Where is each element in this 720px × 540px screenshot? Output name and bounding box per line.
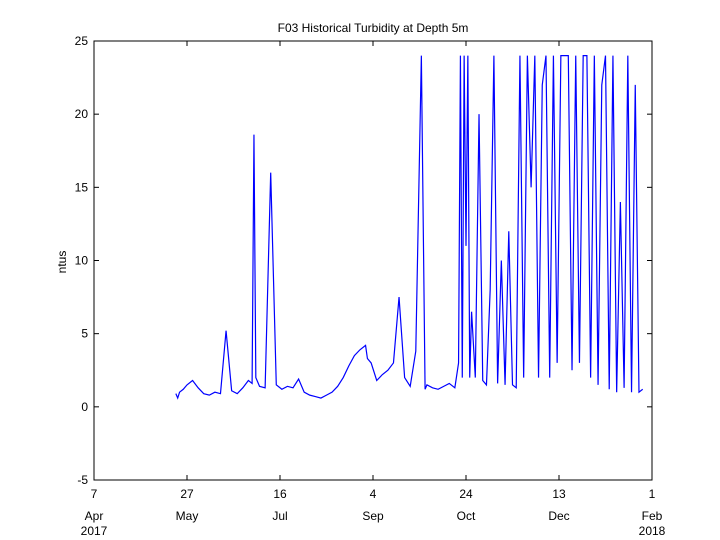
y-tick-label: 0 (81, 400, 88, 414)
y-tick-label: 20 (75, 107, 89, 121)
y-tick-label: 25 (75, 34, 89, 48)
x-tick-month-label: Feb (642, 509, 663, 523)
x-tick-day-label: 16 (273, 487, 287, 501)
x-tick-day-label: 7 (91, 487, 98, 501)
x-tick-month-label: Oct (457, 509, 476, 523)
x-tick-day-label: 27 (180, 487, 194, 501)
x-tick-day-label: 13 (552, 487, 566, 501)
x-tick-day-label: 24 (459, 487, 473, 501)
y-axis-ticks: -5 0 5 10 15 20 25 (75, 34, 652, 487)
x-tick-year-label: 2018 (639, 524, 666, 538)
x-tick-year-label: 2017 (81, 524, 108, 538)
plot-frame (93, 40, 653, 481)
chart-title: F03 Historical Turbidity at Depth 5m (278, 21, 469, 35)
y-tick-label: 15 (75, 180, 89, 194)
y-tick-label: 10 (75, 254, 89, 268)
y-axis-label: ntus (55, 251, 69, 274)
x-tick-month-label: May (176, 509, 199, 523)
series-group (175, 55, 644, 400)
x-tick-month-label: Sep (362, 509, 384, 523)
y-tick-label: -5 (77, 473, 88, 487)
x-tick-month-label: Dec (548, 509, 569, 523)
y-tick-label: 5 (81, 327, 88, 341)
turbidity-series-line (175, 55, 644, 400)
x-tick-month-label: Jul (272, 509, 287, 523)
x-tick-day-label: 1 (649, 487, 656, 501)
x-tick-month-label: Apr (85, 509, 104, 523)
x-tick-day-label: 4 (370, 487, 377, 501)
